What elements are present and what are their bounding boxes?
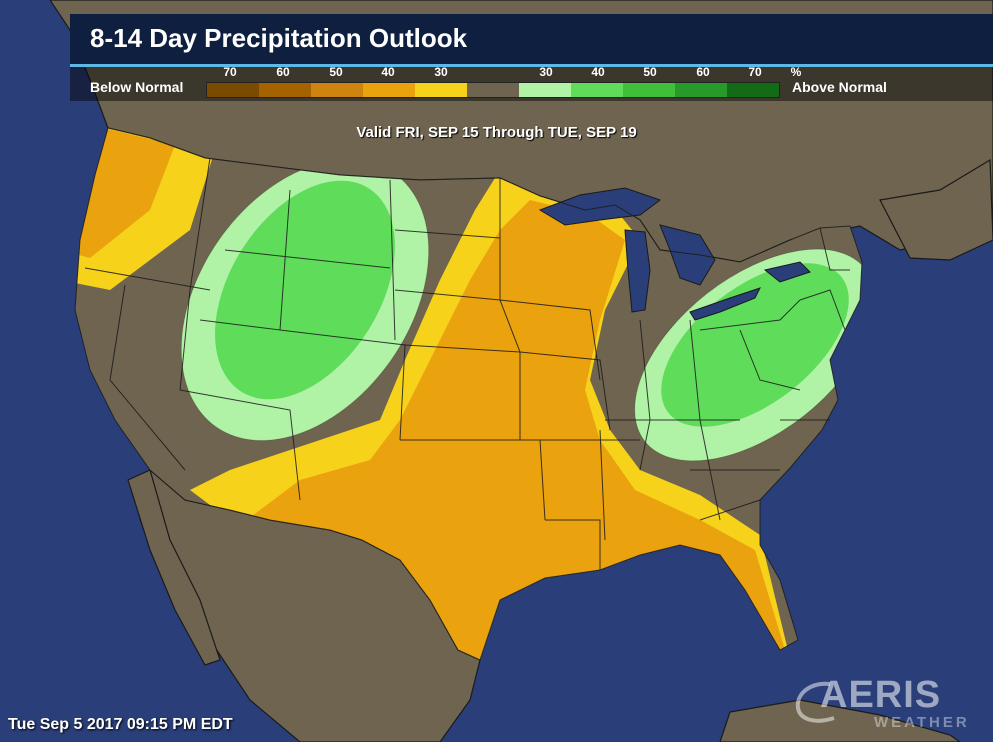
legend-above-label: Above Normal bbox=[792, 79, 887, 95]
legend-tick: 70 bbox=[748, 65, 762, 79]
lake-superior bbox=[538, 187, 662, 226]
legend-tick: 30 bbox=[539, 65, 553, 79]
legend: Below Normal Above Normal 70 60 50 40 30… bbox=[70, 65, 993, 101]
lake-huron bbox=[659, 224, 716, 286]
logo-text: AERIS bbox=[820, 674, 942, 716]
legend-tick: 40 bbox=[381, 65, 395, 79]
legend-swatch bbox=[467, 83, 519, 97]
legend-swatch bbox=[519, 83, 571, 97]
valid-period: Valid FRI, SEP 15 Through TUE, SEP 19 bbox=[356, 124, 637, 141]
legend-tick: 40 bbox=[591, 65, 605, 79]
state-borders bbox=[74, 127, 863, 661]
legend-swatch bbox=[675, 83, 727, 97]
zone-east-above-40 bbox=[661, 263, 849, 427]
legend-tick: 60 bbox=[276, 65, 290, 79]
timestamp: Tue Sep 5 2017 09:15 PM EDT bbox=[8, 716, 233, 733]
legend-swatch bbox=[207, 83, 259, 97]
legend-unit: % bbox=[790, 65, 802, 79]
legend-swatch bbox=[311, 83, 363, 97]
legend-swatch bbox=[259, 83, 311, 97]
zone-west-above-40 bbox=[215, 180, 395, 400]
lake-michigan bbox=[624, 229, 651, 313]
lake-erie bbox=[689, 287, 761, 321]
legend-swatch bbox=[727, 83, 779, 97]
legend-tick: 50 bbox=[329, 65, 343, 79]
legend-swatch bbox=[363, 83, 415, 97]
lake-ontario bbox=[763, 261, 811, 283]
aeris-logo: AERIS WEATHER bbox=[790, 672, 990, 737]
logo-swoosh-icon bbox=[795, 681, 835, 723]
maritimes-land bbox=[879, 158, 993, 261]
baja-land bbox=[127, 469, 221, 666]
legend-below-label: Below Normal bbox=[90, 79, 184, 95]
legend-swatch bbox=[415, 83, 467, 97]
legend-tick: 60 bbox=[696, 65, 710, 79]
logo-subtext: WEATHER bbox=[874, 714, 970, 731]
legend-color-bar bbox=[206, 82, 780, 98]
legend-tick: 70 bbox=[223, 65, 237, 79]
legend-swatch bbox=[571, 83, 623, 97]
legend-swatch bbox=[623, 83, 675, 97]
legend-tick: 50 bbox=[643, 65, 657, 79]
map-title: 8-14 Day Precipitation Outlook bbox=[90, 23, 468, 53]
legend-tick: 30 bbox=[434, 65, 448, 79]
title-bar: 8-14 Day Precipitation Outlook bbox=[70, 14, 993, 67]
